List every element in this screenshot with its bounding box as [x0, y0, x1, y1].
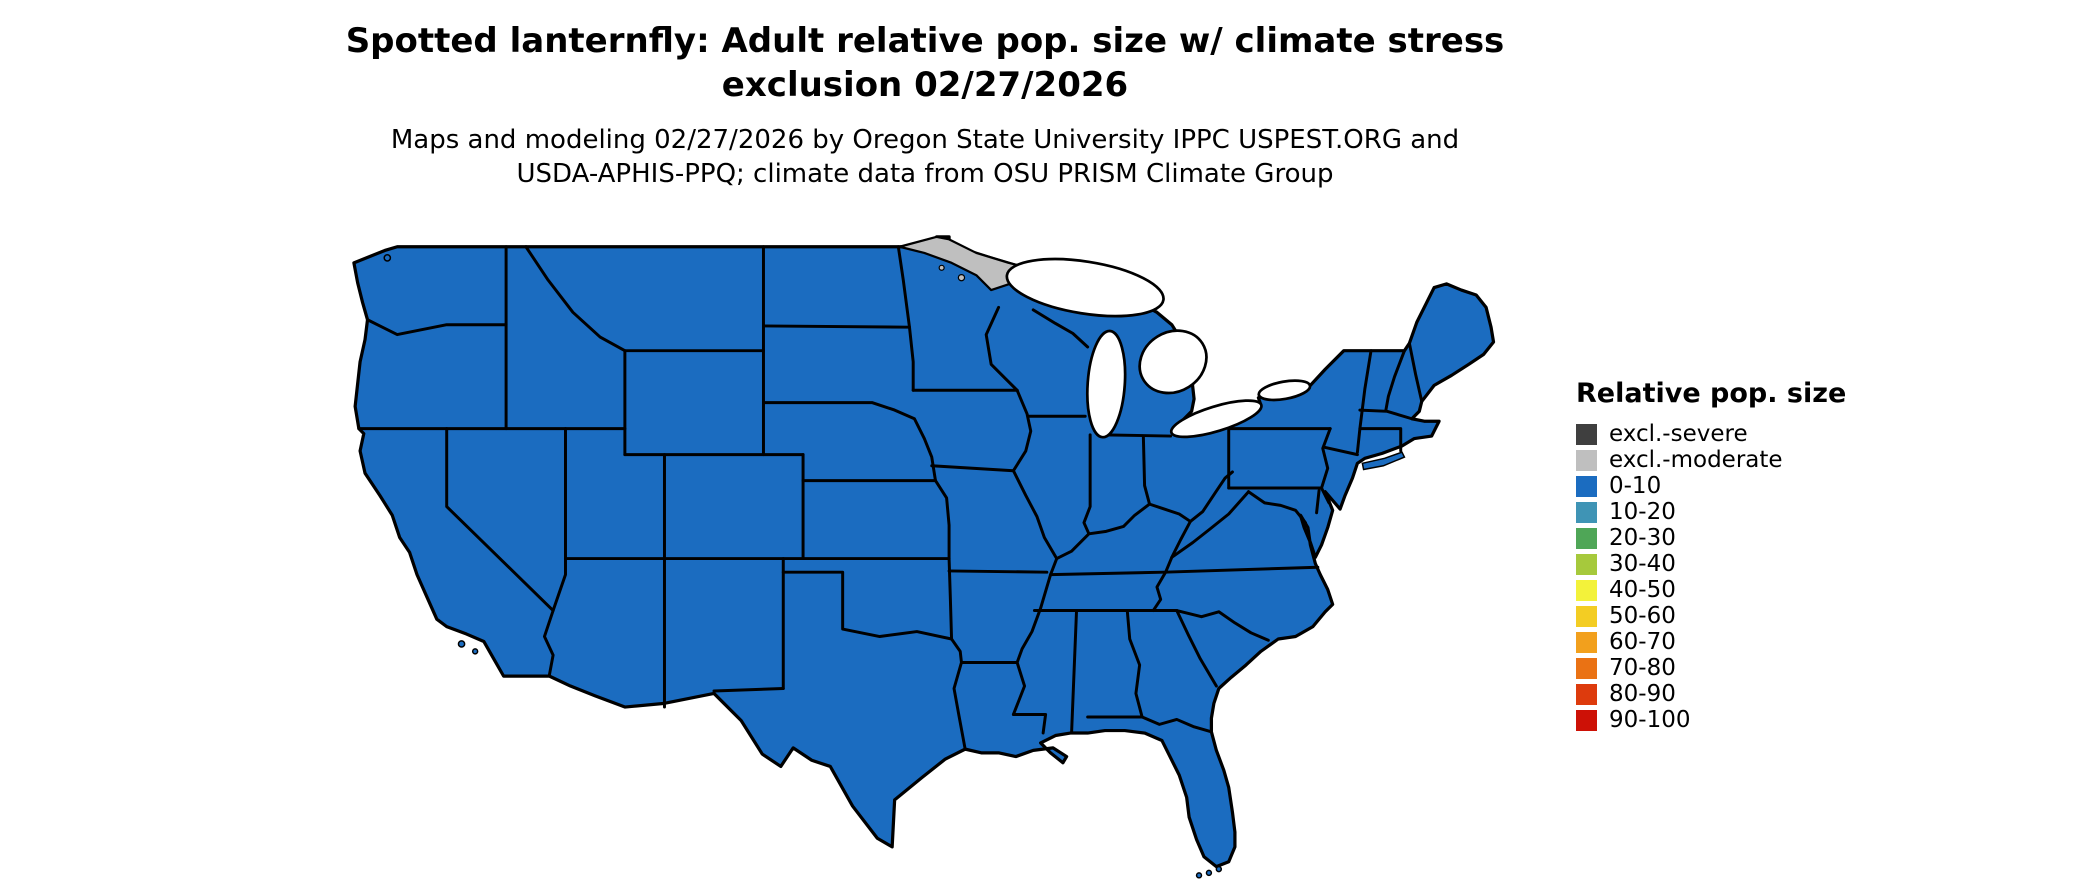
legend-items: excl.-severe excl.-moderate 0-10 10-20 2… — [1576, 421, 1846, 733]
subtitle-block: Maps and modeling 02/27/2026 by Oregon S… — [0, 123, 1850, 192]
legend-row: 80-90 — [1576, 681, 1846, 707]
legend-swatch — [1576, 475, 1597, 497]
lake-ontario — [1257, 379, 1312, 402]
legend-swatch — [1576, 631, 1597, 653]
subtitle-line2: USDA-APHIS-PPQ; climate data from OSU PR… — [516, 159, 1334, 190]
puget-island — [383, 254, 392, 262]
us-mainland — [352, 235, 1496, 869]
legend-label: 10-20 — [1609, 499, 1676, 525]
legend-row: 60-70 — [1576, 629, 1846, 655]
legend-label: 80-90 — [1609, 681, 1676, 707]
legend-row: 40-50 — [1576, 577, 1846, 603]
legend-swatch — [1576, 553, 1597, 575]
coastal-islands — [383, 254, 1406, 879]
page-title-line2: exclusion 02/27/2026 — [721, 64, 1129, 105]
florida-keys — [1215, 865, 1223, 873]
lake-michigan — [1085, 329, 1127, 439]
legend-swatch — [1576, 423, 1597, 445]
legend-swatch — [1576, 579, 1597, 601]
legend-label: 60-70 — [1609, 629, 1676, 655]
channel-island — [457, 640, 466, 648]
us-map-svg — [352, 235, 1496, 879]
legend-label: 40-50 — [1609, 577, 1676, 603]
legend-row: 0-10 — [1576, 473, 1846, 499]
page-title-line1: Spotted lanternfly: Adult relative pop. … — [345, 21, 1505, 61]
legend: Relative pop. size excl.-severe excl.-mo… — [1576, 378, 1846, 733]
legend-swatch — [1576, 709, 1597, 731]
legend-row: 30-40 — [1576, 551, 1846, 577]
legend-swatch — [1576, 657, 1597, 679]
florida-keys — [1205, 869, 1213, 877]
legend-row: excl.-severe — [1576, 421, 1846, 447]
legend-label: 0-10 — [1609, 473, 1662, 499]
lake-superior — [1005, 257, 1165, 318]
legend-label: 20-30 — [1609, 525, 1676, 551]
legend-label: 70-80 — [1609, 655, 1676, 681]
legend-swatch — [1576, 605, 1597, 627]
legend-label: 30-40 — [1609, 551, 1676, 577]
legend-label: 90-100 — [1609, 707, 1691, 733]
great-lakes — [1005, 257, 1312, 439]
legend-swatch — [1576, 501, 1597, 523]
state-borders — [357, 245, 1424, 751]
legend-title: Relative pop. size — [1576, 378, 1847, 409]
legend-row: excl.-moderate — [1576, 447, 1846, 473]
us-map-figure — [300, 222, 1540, 884]
lake-erie — [1169, 399, 1263, 439]
legend-label: 50-60 — [1609, 603, 1676, 629]
title-block: Spotted lanternfly: Adult relative pop. … — [0, 20, 1850, 192]
legend-row: 20-30 — [1576, 525, 1846, 551]
subtitle-line1: Maps and modeling 02/27/2026 by Oregon S… — [390, 125, 1460, 156]
legend-swatch — [1576, 683, 1597, 705]
legend-row: 70-80 — [1576, 655, 1846, 681]
channel-island — [471, 648, 479, 655]
florida-keys — [1195, 872, 1203, 879]
legend-row: 10-20 — [1576, 499, 1846, 525]
legend-swatch — [1576, 449, 1597, 471]
legend-row: 90-100 — [1576, 707, 1846, 733]
legend-row: 50-60 — [1576, 603, 1846, 629]
legend-label: excl.-severe — [1609, 421, 1748, 447]
legend-swatch — [1576, 527, 1597, 549]
lake-huron — [1138, 329, 1208, 395]
long-island — [1361, 451, 1406, 471]
legend-label: excl.-moderate — [1609, 447, 1783, 473]
